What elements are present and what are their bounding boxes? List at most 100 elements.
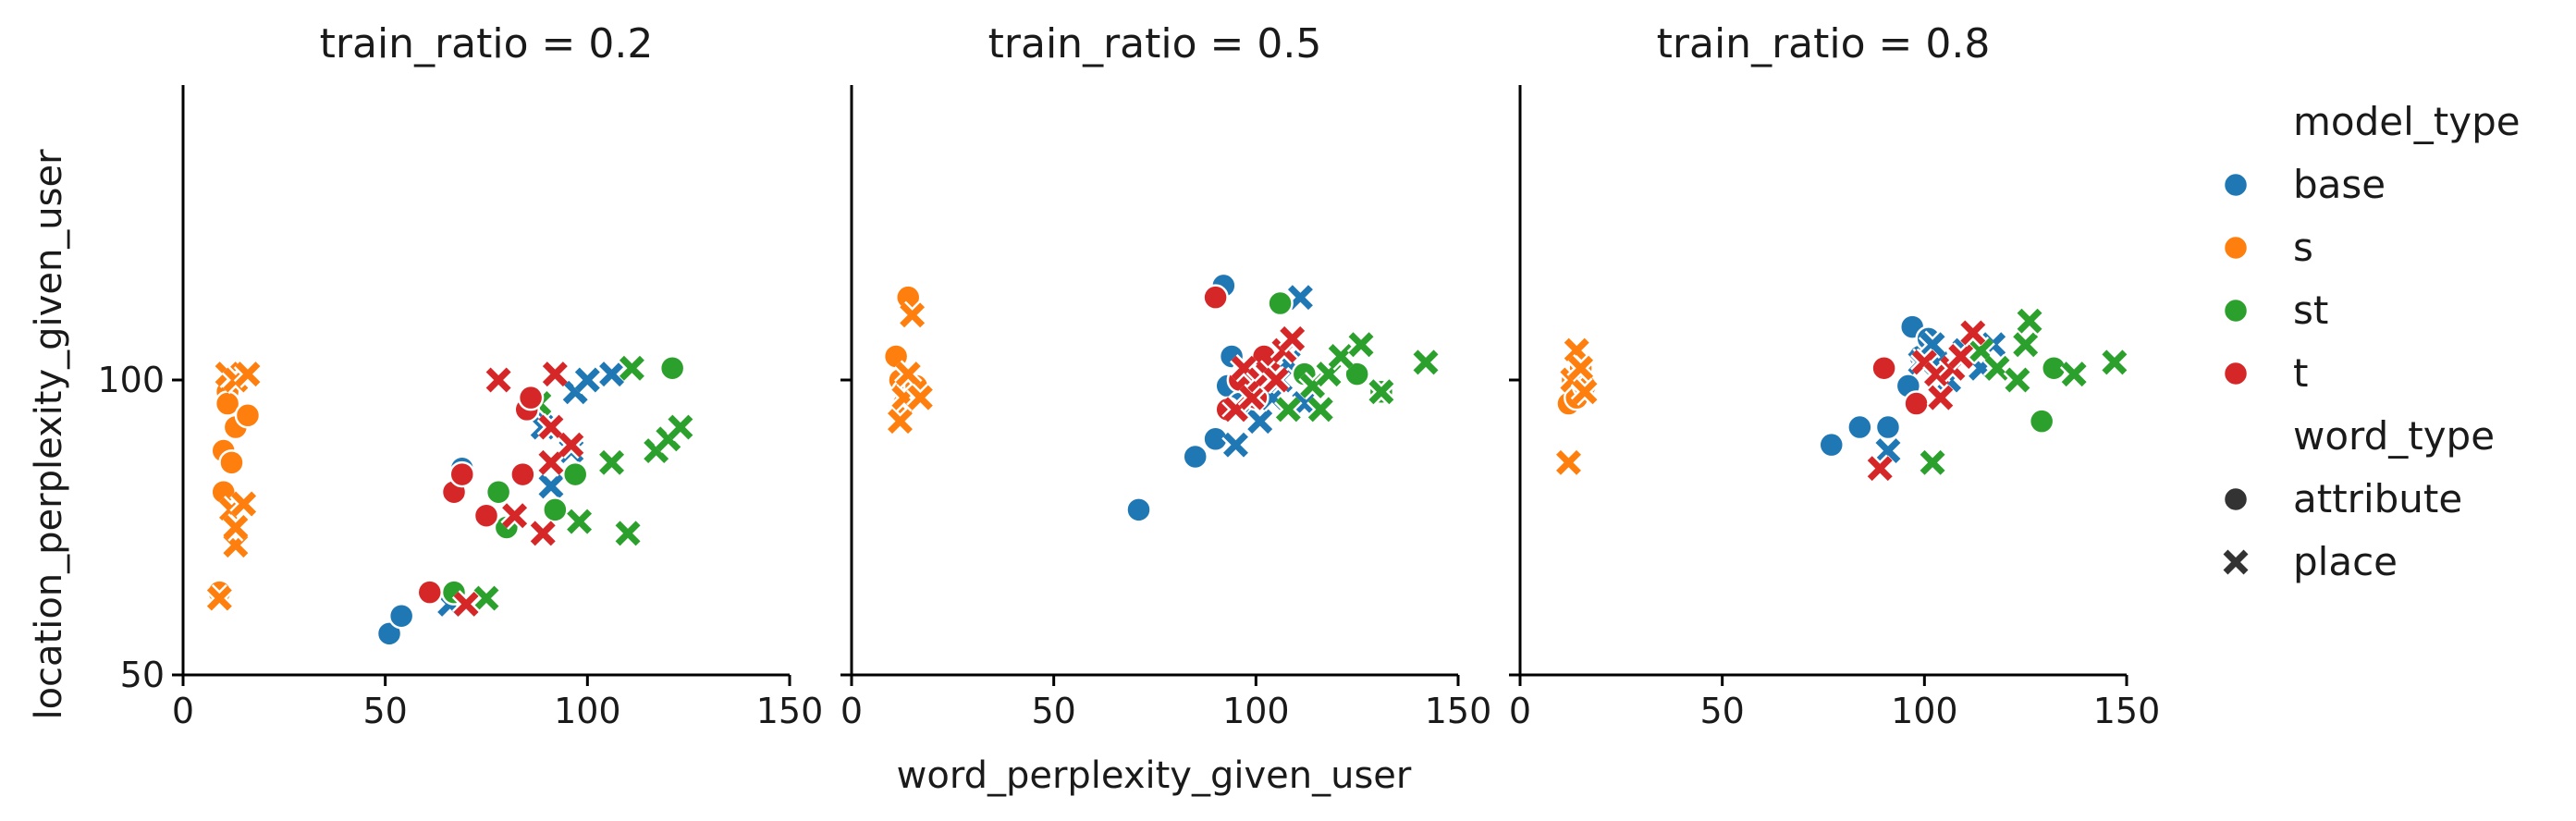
point-base-place <box>1290 389 1319 418</box>
point-st-place <box>2100 348 2129 377</box>
points <box>882 272 1441 523</box>
point-st-attribute <box>1267 289 1294 317</box>
point-st-place <box>1274 395 1303 424</box>
panel-title: train_ratio = 0.2 <box>320 20 654 67</box>
x-tick-label: 150 <box>2093 691 2161 731</box>
point-t-attribute <box>1903 390 1930 417</box>
point-st-place <box>1306 395 1335 424</box>
point-t-attribute <box>416 579 444 606</box>
point-s-place <box>893 360 923 388</box>
point-st-place <box>613 519 643 548</box>
legend-marker-s <box>2222 234 2250 262</box>
legend-label-base: base <box>2293 162 2386 207</box>
x-tick-label: 150 <box>756 691 824 731</box>
point-st-place <box>472 583 501 613</box>
panel-3: train_ratio = 0.8 0 50 100 150 <box>1509 20 2160 731</box>
point-t-place <box>1958 318 1988 348</box>
point-st-place <box>618 353 646 383</box>
point-st-place <box>2015 306 2044 336</box>
points <box>205 353 695 647</box>
point-base-place <box>1221 430 1250 460</box>
x-tick-label: 100 <box>1891 691 1958 731</box>
legend-marker-place <box>2221 547 2251 577</box>
legend-label-st: st <box>2293 288 2328 333</box>
point-st-place <box>1326 342 1355 371</box>
point-s-place <box>906 383 935 412</box>
x-tick-label: 100 <box>554 691 621 731</box>
point-base-attribute <box>375 620 403 647</box>
y-tick-label: 50 <box>120 655 165 695</box>
x-tick-label: 0 <box>172 691 194 731</box>
point-t-place <box>1865 454 1895 483</box>
point-st-place <box>565 507 594 536</box>
point-t-place <box>536 448 566 477</box>
point-st-attribute <box>2028 408 2055 435</box>
point-base-place <box>1873 436 1903 465</box>
point-s-attribute <box>218 449 245 476</box>
legend-label-place: place <box>2293 539 2398 584</box>
x-tick-label: 50 <box>1699 691 1744 731</box>
point-st-place <box>1411 348 1441 377</box>
point-st-attribute <box>485 478 512 506</box>
points <box>1554 306 2129 483</box>
point-t-attribute <box>448 460 476 488</box>
point-base-place <box>1286 283 1315 312</box>
point-t-attribute <box>1202 284 1229 311</box>
point-t-place <box>1261 365 1291 395</box>
y-axis-label: location_perplexity_given_user <box>28 149 70 720</box>
x-tick-label: 50 <box>362 691 407 731</box>
legend-marker-attribute <box>2222 485 2250 513</box>
point-s-place <box>886 407 914 435</box>
point-t-attribute <box>509 460 536 488</box>
point-base-place <box>536 472 566 501</box>
point-t-attribute <box>517 384 545 411</box>
point-st-place <box>2011 330 2040 359</box>
point-base-place <box>1918 330 1947 359</box>
point-s-place <box>221 513 251 542</box>
point-base-attribute <box>1818 431 1845 459</box>
y-tick-label: 100 <box>97 360 165 400</box>
point-t-place <box>528 519 558 548</box>
point-st-place <box>1367 377 1396 407</box>
legend-style-title: word_type <box>2293 413 2495 459</box>
point-base-place <box>573 365 602 395</box>
point-st-attribute <box>658 354 686 382</box>
point-base-place <box>597 360 626 388</box>
point-st-place <box>2003 365 2032 395</box>
chart-panels: train_ratio = 0.20 50 100 15050100train_rat… <box>97 20 2160 731</box>
legend-marker-t <box>2222 360 2250 387</box>
point-t-place <box>557 430 586 460</box>
legend-label-attribute: attribute <box>2293 476 2462 521</box>
point-s-place <box>229 489 258 519</box>
point-t-place <box>451 590 481 619</box>
point-t-attribute <box>1871 354 1897 382</box>
legend-marker-base <box>2222 171 2250 199</box>
panel-title: train_ratio = 0.5 <box>988 20 1322 67</box>
legend-label-s: s <box>2293 225 2313 270</box>
point-st-place <box>1918 448 1947 477</box>
point-t-place <box>500 501 529 530</box>
point-base-attribute <box>1874 413 1902 441</box>
point-t-place <box>1237 383 1267 412</box>
x-tick-label: 100 <box>1222 691 1290 731</box>
point-base-attribute <box>1125 496 1152 523</box>
point-t-place <box>1278 325 1306 353</box>
point-st-place <box>597 448 626 477</box>
point-st-place <box>1982 353 2012 383</box>
point-s-place <box>233 360 263 388</box>
point-s-place <box>205 583 234 613</box>
point-t-attribute <box>472 502 500 529</box>
point-base-attribute <box>1846 413 1873 441</box>
point-s-attribute <box>234 402 262 429</box>
legend-label-t: t <box>2293 350 2308 396</box>
panel-title: train_ratio = 0.8 <box>1657 20 1991 67</box>
point-s-place <box>1566 353 1595 383</box>
point-t-place <box>1926 383 1956 412</box>
point-st-place <box>666 412 695 442</box>
point-s-place <box>1554 448 1583 477</box>
point-st-attribute <box>542 496 569 523</box>
point-t-place <box>484 365 513 395</box>
